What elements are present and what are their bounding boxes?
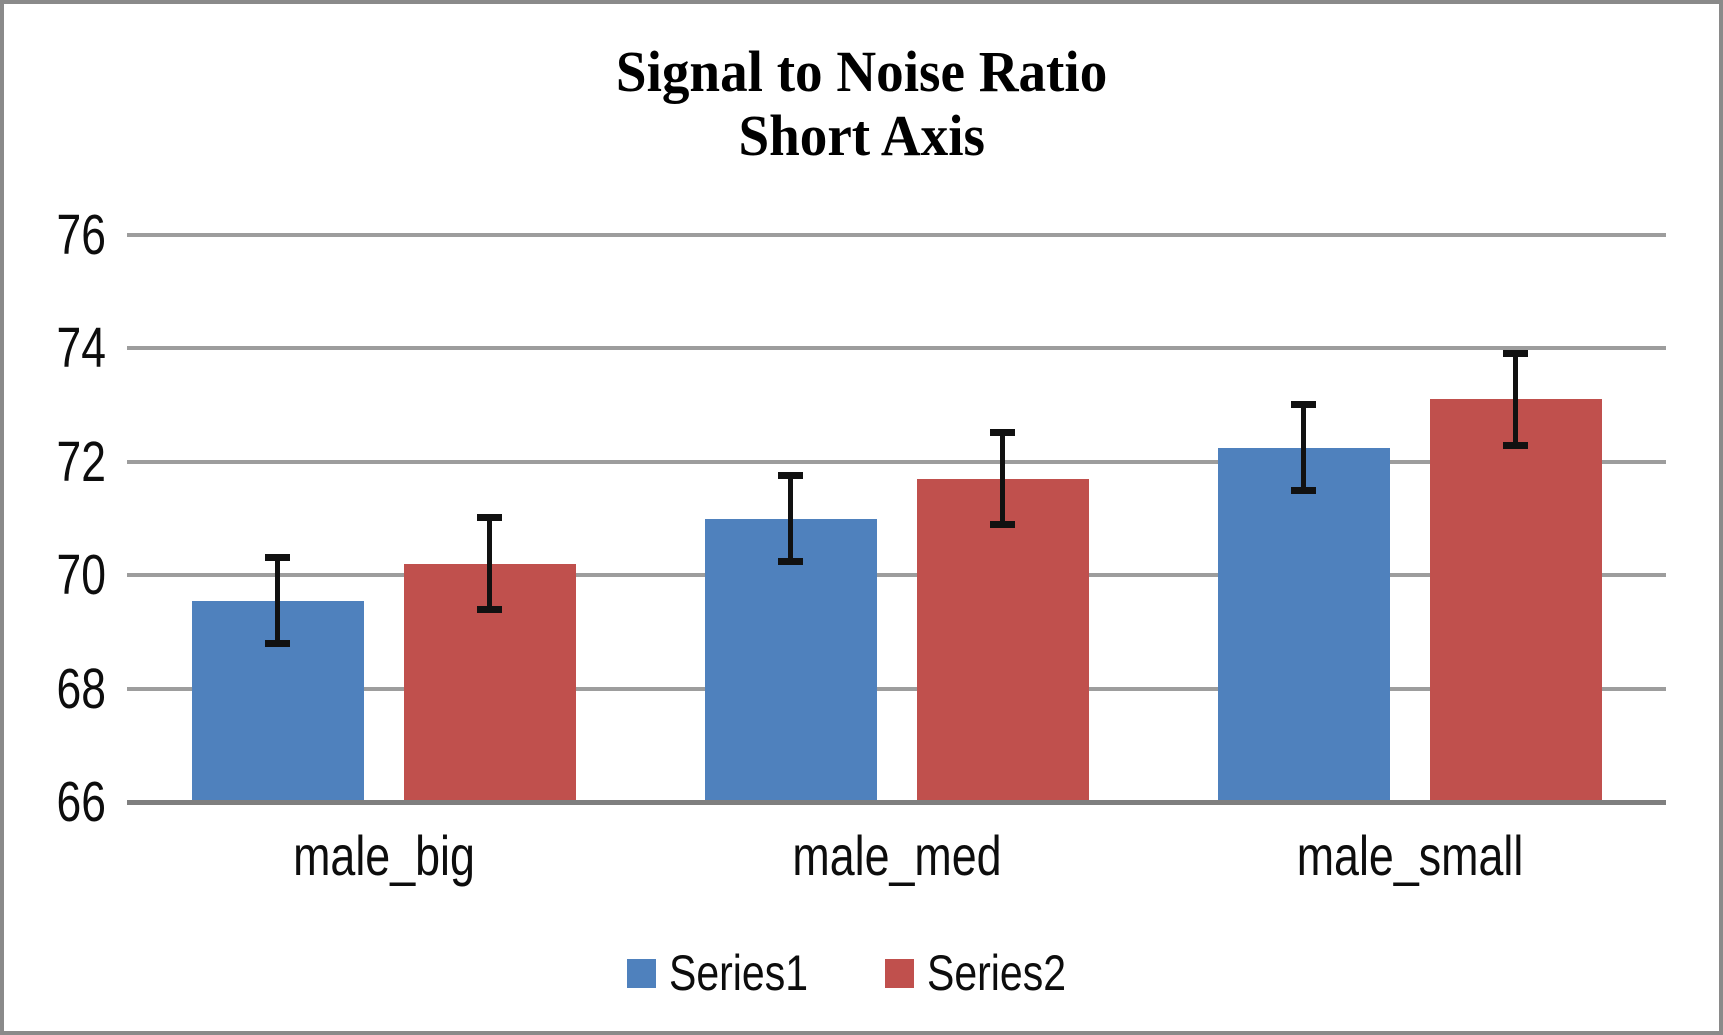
error-bar-line [1000, 431, 1005, 527]
error-bar-cap-bottom [265, 639, 290, 647]
x-axis-category-label: male_small [1296, 824, 1523, 887]
error-bar-cap-bottom [990, 521, 1015, 529]
gridline-y70 [127, 573, 1666, 578]
error-bar-cap-top [1503, 349, 1528, 357]
error-bar-cap-bottom [1503, 442, 1528, 450]
y-axis-tick-label: 74 [56, 316, 106, 381]
y-axis-tick-label: 66 [56, 770, 106, 834]
x-axis-category-label: male_big [292, 824, 475, 887]
y-axis-tick-label: 68 [56, 656, 106, 721]
y-axis-tick-label: 70 [56, 543, 106, 608]
bar-series1-male_small [1217, 447, 1390, 802]
legend-swatch-series2 [884, 958, 914, 988]
x-axis-category-label: male_med [791, 824, 1002, 887]
error-bar-cap-top [778, 472, 803, 480]
bar-series2-male_small [1429, 399, 1602, 802]
bar-series2-male_med [916, 478, 1089, 802]
legend-label-series1: Series1 [668, 945, 808, 1001]
error-bar-line [1301, 403, 1306, 492]
y-axis-tick-label: 76 [56, 203, 106, 267]
x-axis-line [127, 800, 1666, 805]
gridline-y76 [127, 233, 1666, 237]
error-bar-cap-top [265, 554, 290, 562]
error-bar-cap-top [1291, 401, 1316, 409]
gridline-y74 [127, 346, 1666, 351]
error-bar-cap-bottom [1291, 486, 1316, 494]
error-bar-line [788, 474, 793, 563]
y-axis-tick-label: 72 [56, 429, 106, 494]
legend-label-series2: Series2 [926, 945, 1066, 1001]
bar-series1-male_med [704, 518, 877, 802]
error-bar-line [1513, 351, 1518, 448]
legend-swatch-series1 [626, 958, 656, 988]
error-bar-cap-bottom [778, 557, 803, 565]
legend: Series1 Series2 [4, 947, 1719, 999]
chart-title-line1: Signal to Noise Ratio [615, 39, 1108, 104]
chart-title: Signal to Noise Ratio Short Axis [4, 40, 1719, 168]
error-bar-line [275, 556, 280, 645]
legend-item-series2: Series2 [884, 945, 1097, 1001]
error-bar-cap-bottom [477, 606, 502, 614]
gridline-y72 [127, 459, 1666, 464]
legend-item-series1: Series1 [626, 945, 839, 1001]
error-bar-cap-top [477, 514, 502, 522]
error-bar-line [487, 516, 492, 612]
error-bar-cap-top [990, 429, 1015, 437]
chart-title-line2: Short Axis [738, 103, 985, 168]
gridline-y68 [127, 686, 1666, 691]
